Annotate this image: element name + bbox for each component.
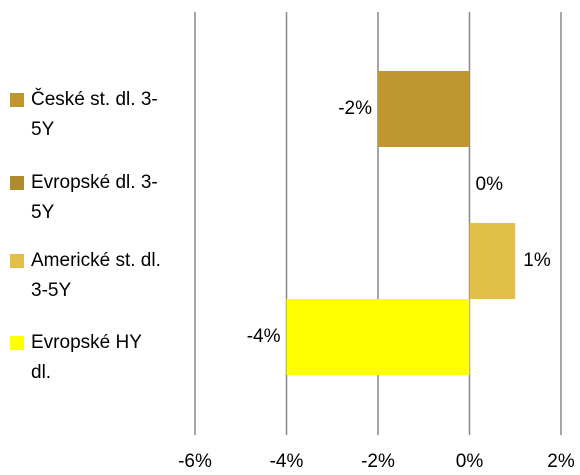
value-label: -4% bbox=[247, 326, 281, 347]
legend-label: Evropské HY dl. bbox=[31, 332, 142, 383]
legend-label: Evropské dl. 3-5Y bbox=[31, 172, 158, 223]
x-tick-label: -6% bbox=[178, 451, 212, 472]
value-label: -2% bbox=[338, 98, 372, 119]
x-tick-label: 2% bbox=[547, 451, 575, 472]
legend-label: České st. dl. 3-5Y bbox=[31, 89, 158, 140]
legend-swatch bbox=[10, 176, 24, 190]
legend-item: Americké st. dl. 3-5Y bbox=[10, 246, 170, 306]
legend-item: Evropské HY dl. bbox=[10, 328, 170, 388]
x-tick-label: -2% bbox=[361, 451, 395, 472]
bar bbox=[378, 71, 470, 147]
legend-swatch bbox=[10, 254, 24, 268]
bar bbox=[286, 299, 470, 375]
value-label: 0% bbox=[476, 174, 504, 195]
legend-item: České st. dl. 3-5Y bbox=[10, 85, 170, 145]
value-label: 1% bbox=[523, 250, 551, 271]
legend-swatch bbox=[10, 93, 24, 107]
x-tick-label: -4% bbox=[270, 451, 304, 472]
bar bbox=[469, 223, 516, 299]
legend-item: Evropské dl. 3-5Y bbox=[10, 168, 170, 228]
legend-label: Americké st. dl. 3-5Y bbox=[31, 250, 161, 301]
x-tick-label: 0% bbox=[456, 451, 484, 472]
legend-swatch bbox=[10, 336, 24, 350]
